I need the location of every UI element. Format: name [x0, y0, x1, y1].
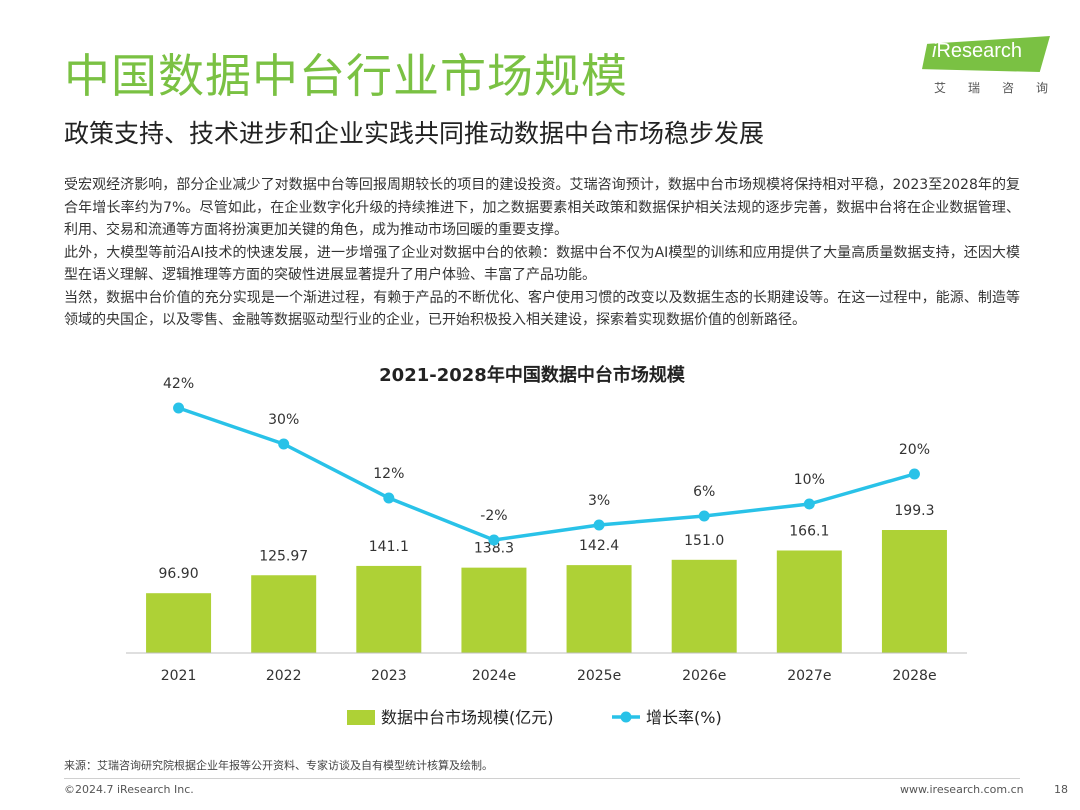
bar-2023	[356, 565, 422, 653]
bar-label-2027e: 166.1	[789, 523, 829, 539]
legend-bar-swatch	[347, 710, 375, 725]
bar-label-2028e: 199.3	[894, 503, 934, 519]
bar-2026e	[671, 559, 737, 653]
bar-2028e	[881, 530, 947, 653]
logo-research: Research	[936, 40, 1023, 62]
growth-point-2023	[383, 492, 395, 504]
iresearch-logo: iResearch 艾瑞咨询	[922, 36, 1052, 98]
growth-label-2021: 42%	[163, 376, 194, 392]
page-subtitle: 政策支持、技术进步和企业实践共同推动数据中台市场稳步发展	[64, 119, 765, 148]
copyright: ©2024.7 iResearch Inc.	[64, 783, 194, 796]
source-note: 来源：艾瑞咨询研究院根据企业年报等公开资料、专家访谈及自有模型统计核算及绘制。	[64, 759, 493, 772]
growth-point-2027e	[803, 498, 815, 510]
paragraph-1: 受宏观经济影响，部分企业减少了对数据中台等回报周期较长的项目的建设投资。艾瑞咨询…	[64, 177, 1020, 238]
bar-label-2021: 96.90	[159, 566, 199, 582]
growth-point-2028e	[908, 468, 920, 480]
x-tick-2026e: 2026e	[682, 668, 726, 684]
x-tick-2028e: 2028e	[892, 668, 936, 684]
legend-line-marker	[620, 711, 632, 723]
growth-point-2021	[173, 402, 185, 414]
logo-i: i	[932, 40, 937, 62]
bar-label-2026e: 151.0	[684, 533, 724, 549]
bar-2025e	[566, 565, 632, 653]
growth-label-2024e: -2%	[480, 508, 507, 524]
bar-2022	[251, 575, 317, 653]
legend-line-label: 增长率(%)	[646, 708, 722, 727]
paragraph-3: 当然，数据中台价值的充分实现是一个渐进过程，有赖于产品的不断优化、客户使用习惯的…	[64, 289, 1020, 329]
x-tick-2021: 2021	[161, 668, 197, 684]
bar-label-2022: 125.97	[259, 548, 308, 564]
bar-label-2025e: 142.4	[579, 538, 619, 554]
x-tick-2024e: 2024e	[472, 668, 516, 684]
growth-label-2028e: 20%	[899, 442, 930, 458]
x-tick-2025e: 2025e	[577, 668, 621, 684]
bar-label-2023: 141.1	[369, 539, 409, 555]
growth-label-2025e: 3%	[588, 493, 610, 509]
chart-title: 2021-2028年中国数据中台市场规模	[379, 364, 686, 386]
growth-rate-line	[177, 406, 915, 542]
x-tick-2027e: 2027e	[787, 668, 831, 684]
website-link[interactable]: www.iresearch.com.cn	[900, 783, 1024, 796]
bar-2024e	[461, 567, 527, 653]
growth-point-2022	[278, 438, 290, 450]
growth-point-2025e	[593, 519, 605, 531]
logo-wordmark: iResearch	[932, 40, 1022, 63]
bar-2021	[146, 593, 212, 653]
bar-2027e	[776, 550, 842, 653]
legend-bar-label: 数据中台市场规模(亿元)	[381, 708, 554, 727]
growth-label-2022: 30%	[268, 412, 299, 428]
growth-point-2024e	[488, 534, 500, 546]
growth-label-2023: 12%	[373, 466, 404, 482]
x-tick-2022: 2022	[266, 668, 302, 684]
page-number: 18	[1054, 783, 1068, 796]
growth-label-2026e: 6%	[693, 484, 715, 500]
footer-divider	[64, 778, 1020, 779]
growth-point-2026e	[698, 510, 710, 522]
page-title: 中国数据中台行业市场规模	[64, 49, 628, 103]
x-tick-2023: 2023	[371, 668, 407, 684]
bar-label-2024e: 138.3	[474, 541, 514, 557]
logo-chinese: 艾瑞咨询	[934, 81, 1071, 95]
body-text: 受宏观经济影响，部分企业减少了对数据中台等回报周期较长的项目的建设投资。艾瑞咨询…	[64, 174, 1020, 332]
paragraph-2: 此外，大模型等前沿AI技术的快速发展，进一步增强了企业对数据中台的依赖：数据中台…	[64, 244, 1020, 284]
growth-label-2027e: 10%	[794, 472, 825, 488]
